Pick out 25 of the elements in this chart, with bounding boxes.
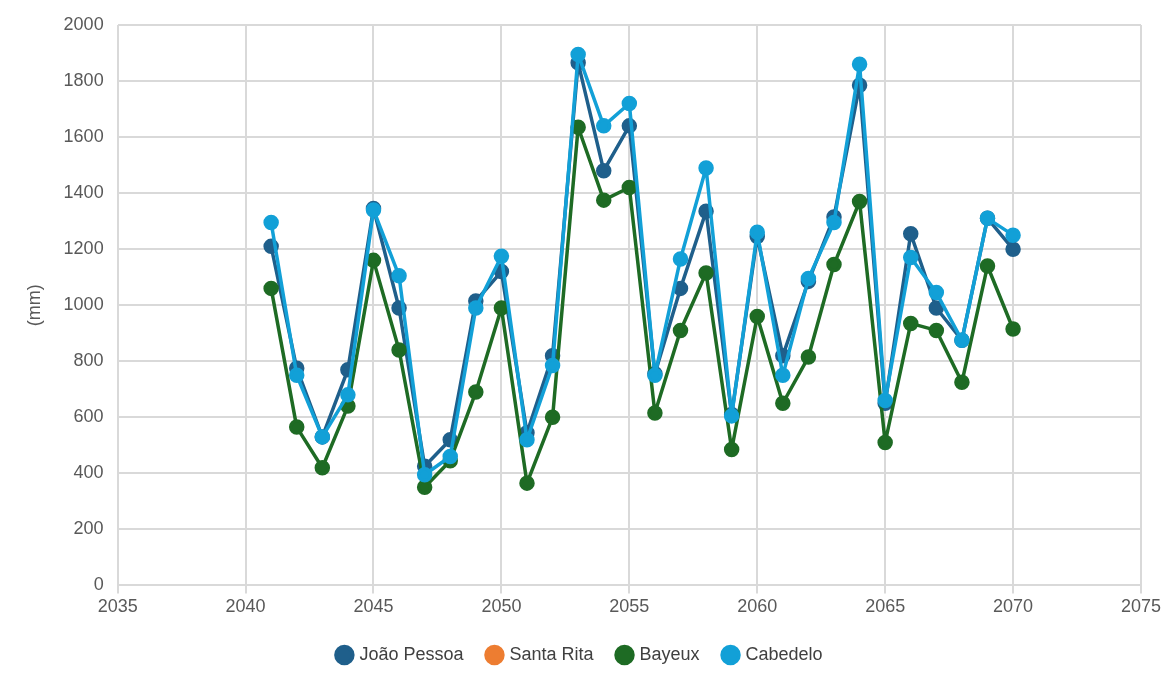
y-tick-label: 600 (73, 406, 104, 427)
legend-label: João Pessoa (359, 643, 465, 664)
legend-label: Santa Rita (509, 643, 595, 664)
y-tick-label: 200 (73, 518, 104, 539)
x-tick-label: 2075 (1120, 596, 1162, 617)
legend-label: Bayeux (639, 643, 700, 664)
x-tick-label: 2050 (481, 596, 522, 617)
y-tick-label: 1200 (63, 238, 104, 259)
x-tick-label: 2060 (737, 596, 778, 617)
y-tick-label: 1800 (63, 70, 104, 91)
x-tick-label: 2070 (993, 596, 1034, 617)
x-tick-label: 2055 (609, 596, 650, 617)
y-tick-label: 1000 (63, 294, 104, 315)
x-tick-label: 2040 (225, 596, 266, 617)
y-tick-label: 1600 (63, 126, 104, 147)
legend-label: Cabedelo (745, 643, 823, 664)
x-tick-label: 2035 (97, 596, 138, 617)
y-tick-label: 400 (73, 462, 104, 483)
x-tick-label: 2045 (353, 596, 394, 617)
y-tick-label: 800 (73, 350, 104, 371)
x-tick-label: 2065 (865, 596, 906, 617)
y-tick-label: 2000 (63, 13, 104, 34)
y-tick-label: 1400 (63, 182, 104, 203)
y-tick-label: 0 (93, 574, 104, 595)
y-axis-title: (mm) (23, 284, 44, 327)
